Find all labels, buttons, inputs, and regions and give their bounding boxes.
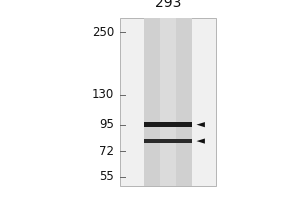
Text: 72: 72 bbox=[99, 145, 114, 158]
Bar bbox=[120, 18, 216, 186]
Polygon shape bbox=[196, 122, 205, 127]
Text: 250: 250 bbox=[92, 26, 114, 39]
Text: 130: 130 bbox=[92, 88, 114, 101]
Text: 293: 293 bbox=[155, 0, 181, 10]
Text: 95: 95 bbox=[99, 118, 114, 131]
Bar bbox=[144, 139, 192, 143]
Polygon shape bbox=[196, 138, 205, 144]
Bar bbox=[160, 18, 176, 186]
Bar bbox=[144, 18, 192, 186]
Text: 55: 55 bbox=[99, 170, 114, 183]
Bar bbox=[144, 122, 192, 127]
